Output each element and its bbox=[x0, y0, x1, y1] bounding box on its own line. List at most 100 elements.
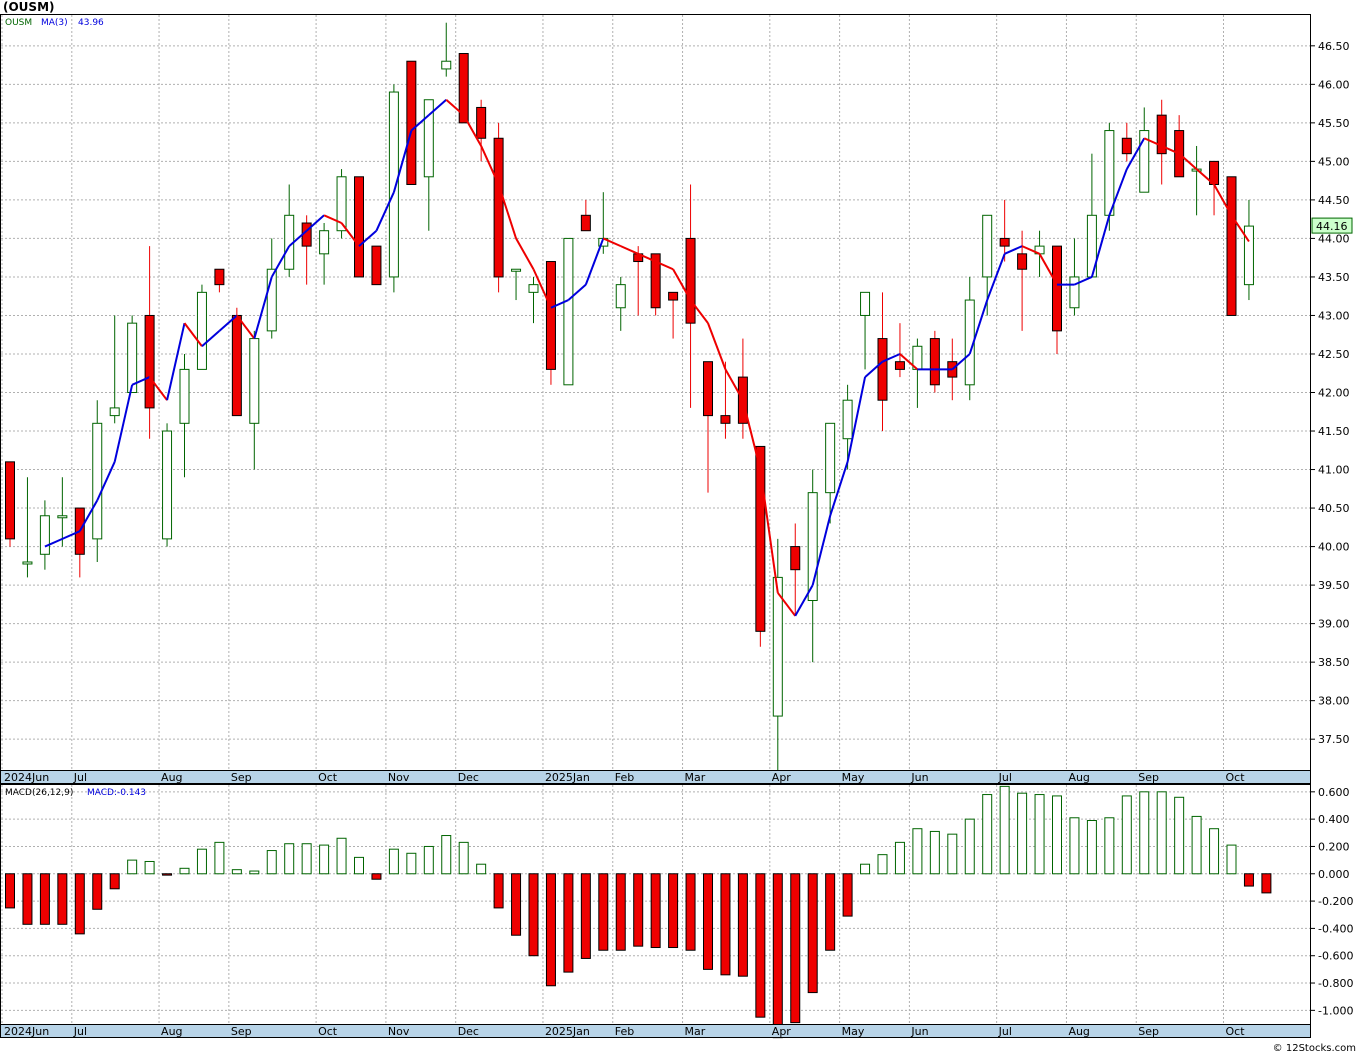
price-x-tick-label: Oct bbox=[1226, 771, 1246, 784]
candle-body bbox=[5, 461, 15, 540]
macd-bar bbox=[301, 843, 312, 875]
ma-segment bbox=[1038, 253, 1058, 286]
macd-bar bbox=[685, 873, 696, 951]
candle-body bbox=[1156, 114, 1167, 155]
price-x-tick-label: Feb bbox=[615, 771, 634, 784]
candle-body bbox=[441, 60, 452, 70]
macd-bar bbox=[877, 854, 888, 875]
macd-bar bbox=[162, 873, 173, 876]
price-x-tick-label: Jul bbox=[998, 771, 1012, 784]
macd-x-tick-label: Jul bbox=[73, 1025, 87, 1038]
ma-segment bbox=[620, 245, 639, 255]
macd-bar bbox=[790, 873, 801, 1024]
ma-segment bbox=[1143, 137, 1163, 147]
last-price-tag-label: 44.16 bbox=[1316, 220, 1348, 233]
ma-segment bbox=[148, 376, 168, 401]
macd-x-tick-label: 2024Jun bbox=[4, 1025, 49, 1038]
ma-segment bbox=[829, 461, 849, 517]
ma-segment bbox=[61, 530, 81, 540]
candle-body bbox=[790, 546, 801, 571]
price-x-tick-label: Nov bbox=[388, 771, 410, 784]
macd-bar bbox=[336, 837, 347, 875]
price-x-tick-label: Sep bbox=[231, 771, 252, 784]
macd-bar bbox=[371, 873, 382, 880]
candle-body bbox=[999, 237, 1010, 247]
candle-body bbox=[39, 515, 50, 555]
macd-bar bbox=[964, 818, 975, 875]
price-tick-label: 42.00 bbox=[1318, 387, 1350, 400]
macd-x-tick-label: Mar bbox=[685, 1025, 706, 1038]
ma-segment bbox=[358, 229, 378, 247]
ma-segment bbox=[968, 299, 989, 355]
candle-body bbox=[511, 268, 522, 272]
ma-segment bbox=[462, 114, 483, 147]
ma-segment bbox=[131, 376, 151, 386]
ma-segment bbox=[899, 353, 919, 371]
macd-tick-label: 0.400 bbox=[1318, 813, 1350, 826]
ma-segment bbox=[846, 376, 867, 463]
price-tick-label: 43.50 bbox=[1318, 271, 1350, 284]
macd-bar bbox=[929, 830, 940, 875]
macd-tick-label: 0.000 bbox=[1318, 868, 1350, 881]
macd-bar bbox=[109, 873, 120, 890]
ma-segment bbox=[1195, 168, 1215, 186]
macd-bar bbox=[354, 856, 364, 875]
legend-ma-label: MA(3) bbox=[41, 18, 68, 28]
candle-body bbox=[336, 176, 347, 232]
candle-body bbox=[22, 561, 33, 565]
ma-segment bbox=[1161, 145, 1180, 155]
macd-bar bbox=[650, 873, 661, 949]
candle-body bbox=[1243, 225, 1254, 286]
ma-segment bbox=[78, 499, 99, 532]
macd-bar bbox=[1017, 792, 1028, 875]
price-tick-label: 41.00 bbox=[1318, 464, 1350, 477]
candle-body bbox=[929, 338, 940, 386]
macd-bar bbox=[39, 873, 50, 925]
candle-body bbox=[720, 415, 731, 424]
candle-body bbox=[615, 284, 626, 309]
candle-body bbox=[179, 368, 190, 424]
price-x-axis: 2024Jun Jul Aug Sep Oct Nov Dec 2025Jan Feb Mar Ap… bbox=[4, 771, 1245, 784]
ma-segment bbox=[428, 98, 447, 116]
candle-body bbox=[877, 338, 888, 401]
macd-tick-label: -0.400 bbox=[1318, 922, 1353, 935]
price-x-tick-label: Mar bbox=[685, 771, 706, 784]
candle-body bbox=[772, 576, 783, 717]
macd-x-axis: 2024Jun Jul Aug Sep Oct Nov Dec 2025Jan Feb Mar Ap… bbox=[4, 1025, 1245, 1038]
macd-tick-label: -0.600 bbox=[1318, 950, 1353, 963]
ma-segment bbox=[201, 330, 221, 348]
macd-value-label: MACD:-0.143 bbox=[87, 788, 146, 798]
candle-body bbox=[458, 53, 469, 124]
candle-body bbox=[528, 284, 539, 293]
ma-segment bbox=[270, 245, 291, 278]
ma-segment bbox=[741, 399, 762, 470]
macd-bar bbox=[441, 835, 452, 875]
candle-body bbox=[1069, 276, 1080, 309]
candle-body bbox=[894, 361, 905, 370]
macd-bar bbox=[1209, 828, 1220, 875]
price-tick-label: 44.50 bbox=[1318, 194, 1350, 207]
ma-segment bbox=[637, 252, 657, 263]
price-tick-label: 46.00 bbox=[1318, 78, 1350, 91]
ma-segment bbox=[1004, 245, 1023, 255]
macd-bar bbox=[545, 873, 556, 987]
macd-x-tick-label: Nov bbox=[388, 1025, 410, 1038]
ma-segment bbox=[567, 283, 587, 301]
macd-bar bbox=[563, 873, 574, 973]
price-x-tick-label: Jun bbox=[910, 771, 928, 784]
macd-bar bbox=[772, 873, 783, 1039]
ma-segment bbox=[392, 130, 413, 193]
candle-body bbox=[842, 399, 853, 440]
ma-segment bbox=[532, 268, 552, 309]
macd-bar bbox=[266, 850, 277, 875]
ma-segment bbox=[1213, 183, 1233, 216]
price-x-tick-label: Oct bbox=[318, 771, 338, 784]
candle-body bbox=[580, 214, 591, 232]
price-tick-label: 38.00 bbox=[1318, 695, 1350, 708]
macd-bar bbox=[1086, 820, 1097, 875]
ma-line bbox=[44, 98, 1250, 617]
price-tick-label: 40.00 bbox=[1318, 541, 1350, 554]
price-grid bbox=[1, 15, 1310, 770]
macd-bar bbox=[1034, 794, 1045, 875]
candle-body bbox=[668, 291, 679, 301]
